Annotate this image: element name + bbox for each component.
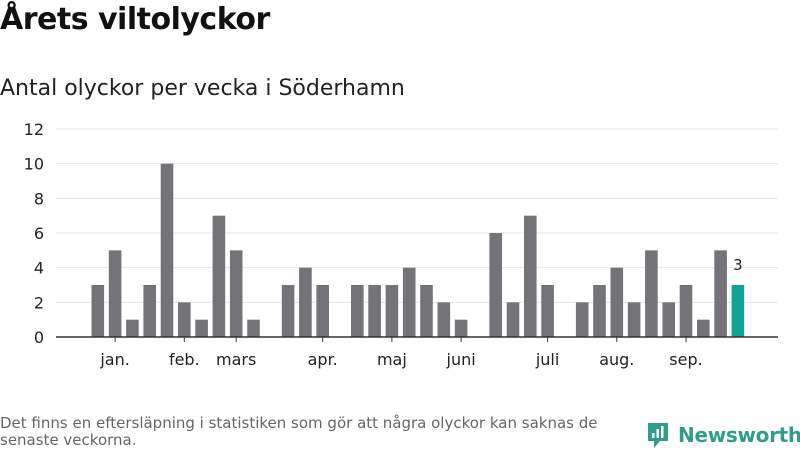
bar bbox=[420, 285, 433, 337]
brand-name: Newsworthy bbox=[678, 423, 800, 447]
bar bbox=[212, 215, 226, 337]
bar bbox=[489, 233, 502, 337]
bar bbox=[247, 319, 260, 337]
y-tick-label: 10 bbox=[24, 155, 44, 174]
bar bbox=[299, 267, 312, 337]
x-tick-label: juli bbox=[535, 350, 559, 369]
bar bbox=[714, 250, 727, 337]
bar bbox=[679, 285, 693, 337]
bar bbox=[437, 302, 451, 337]
chart-subtitle: Antal olyckor per vecka i Söderhamn bbox=[0, 76, 405, 101]
bar bbox=[195, 319, 208, 337]
bar bbox=[143, 285, 156, 337]
bar bbox=[524, 215, 537, 337]
newsworthy-logo-icon bbox=[648, 423, 668, 448]
bar bbox=[627, 302, 641, 337]
bar-chart: 0 2 4 6 8 10 12 jan. feb. mars apr. maj juni juli aug… bbox=[24, 120, 778, 369]
y-tick-label: 0 bbox=[34, 328, 44, 347]
y-tick-label: 4 bbox=[34, 259, 44, 278]
y-tick-label: 8 bbox=[34, 189, 44, 208]
y-tick-label: 6 bbox=[34, 224, 44, 243]
x-tick-label: feb. bbox=[169, 350, 200, 369]
bar bbox=[108, 250, 122, 337]
x-tick-label: maj bbox=[377, 350, 407, 369]
bar bbox=[541, 285, 554, 337]
annotations: 3 bbox=[733, 256, 743, 274]
x-tick-label: jan. bbox=[99, 350, 129, 369]
x-tick-label: aug. bbox=[599, 350, 634, 369]
y-axis-tick-labels: 0 2 4 6 8 10 12 bbox=[24, 120, 44, 347]
bar bbox=[575, 302, 589, 337]
bar bbox=[351, 285, 364, 337]
bar-series bbox=[91, 163, 745, 337]
bar bbox=[593, 285, 606, 337]
bar bbox=[126, 319, 139, 337]
bar bbox=[454, 319, 468, 337]
bar bbox=[368, 285, 381, 337]
bar bbox=[662, 302, 675, 337]
bar bbox=[610, 267, 624, 337]
bar-latest-week bbox=[731, 285, 745, 337]
bar bbox=[402, 267, 416, 337]
x-tick-label: sep. bbox=[669, 350, 702, 369]
bar bbox=[697, 319, 710, 337]
y-tick-label: 2 bbox=[34, 293, 44, 312]
bar bbox=[91, 285, 105, 337]
bar bbox=[645, 250, 658, 337]
bar bbox=[316, 285, 329, 337]
bar bbox=[178, 302, 191, 337]
bar bbox=[229, 250, 243, 337]
brand-logo[interactable]: Newsworthy bbox=[646, 420, 800, 450]
latest-value-label: 3 bbox=[733, 256, 743, 274]
x-tick-label: juni bbox=[446, 350, 476, 369]
x-tick-label: mars bbox=[216, 350, 256, 369]
footnote: Det finns en eftersläpning i statistiken… bbox=[0, 414, 598, 449]
chart-title: Årets viltolyckor bbox=[0, 2, 270, 37]
x-tick-label: apr. bbox=[308, 350, 338, 369]
bar bbox=[160, 163, 174, 337]
x-axis-month-labels: jan. feb. mars apr. maj juni juli aug. sep. bbox=[99, 337, 703, 369]
bar bbox=[281, 285, 295, 337]
bar bbox=[385, 285, 399, 337]
y-tick-label: 12 bbox=[24, 120, 44, 139]
bar bbox=[506, 302, 520, 337]
